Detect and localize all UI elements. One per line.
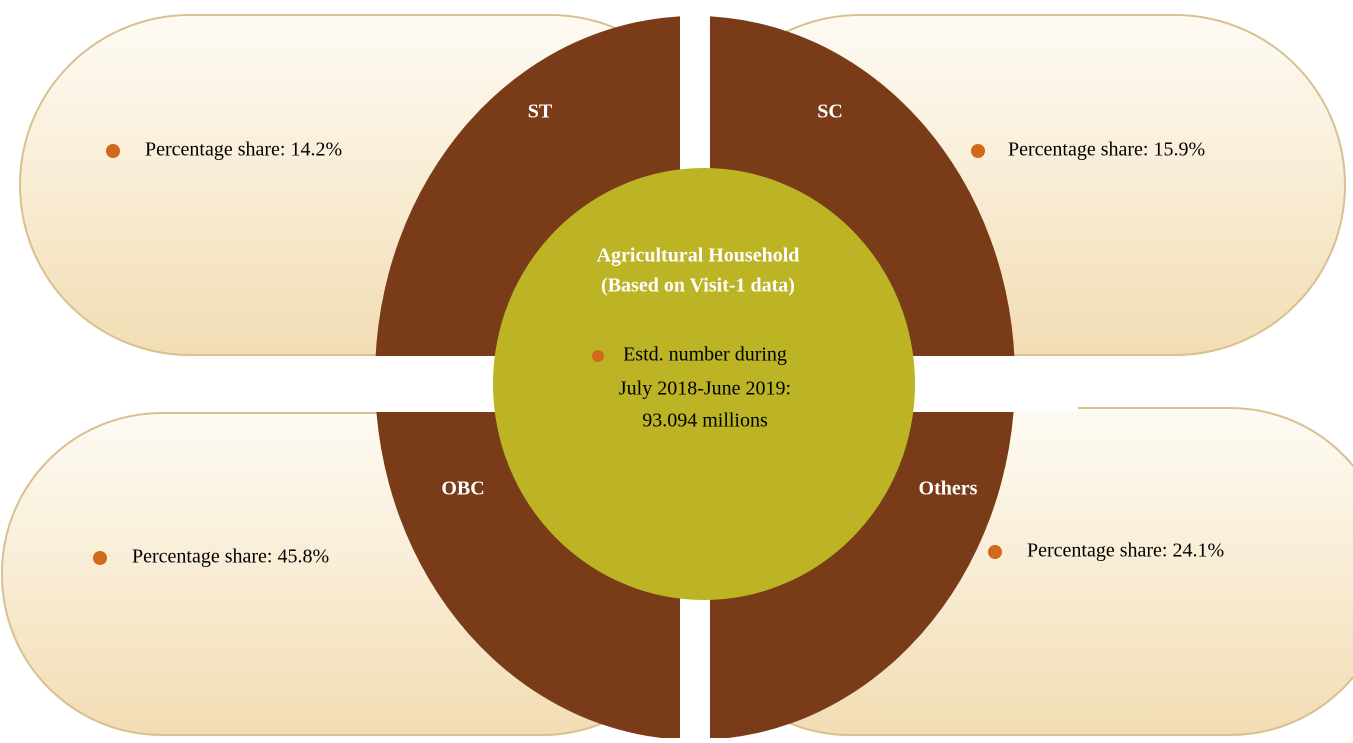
bullet [93, 551, 107, 565]
center-circle [493, 168, 915, 600]
bullet [106, 144, 120, 158]
bullet [592, 350, 604, 362]
center-text: Estd. number during [623, 344, 787, 366]
label: Others [919, 478, 978, 500]
center-text: July 2018-June 2019: [619, 378, 791, 400]
label: OBC [441, 478, 484, 500]
item-text: Percentage share: 45.8% [132, 546, 329, 568]
label: SC [817, 101, 843, 123]
bullet [971, 144, 985, 158]
center-title: Agricultural Household [597, 245, 800, 267]
center-text: 93.094 millions [642, 410, 768, 432]
item-text: Percentage share: 15.9% [1008, 139, 1205, 161]
label: ST [528, 101, 553, 123]
bullet [988, 545, 1002, 559]
item-text: Percentage share: 14.2% [145, 139, 342, 161]
center-title: (Based on Visit-1 data) [601, 275, 795, 297]
item-text: Percentage share: 24.1% [1027, 540, 1224, 562]
